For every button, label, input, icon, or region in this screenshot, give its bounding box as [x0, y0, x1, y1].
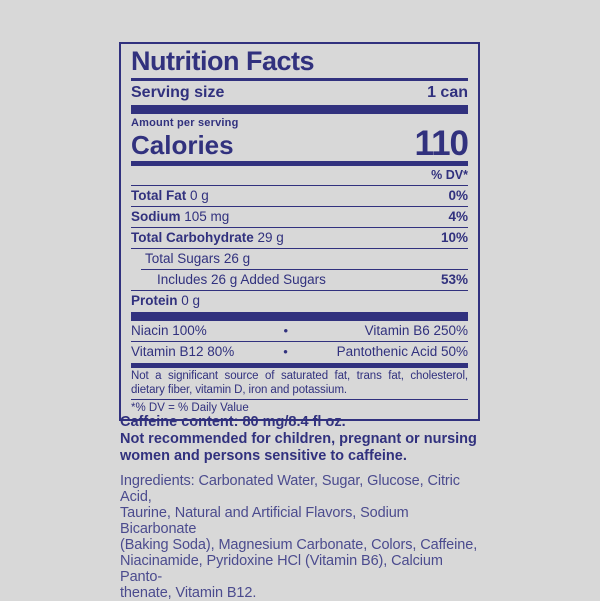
nutrient-name: Includes 26 g Added Sugars	[157, 272, 326, 287]
ingredients-line: Taurine, Natural and Artificial Flavors,…	[120, 505, 409, 537]
ingredients-line: thenate, Vitamin B12.	[120, 585, 257, 601]
amount-per-serving-label: Amount per serving	[131, 117, 239, 129]
not-significant-source-note: Not a significant source of saturated fa…	[131, 370, 468, 396]
calories-row: Calories 110	[131, 124, 469, 163]
ingredients-line: (Baking Soda), Magnesium Carbonate, Colo…	[120, 537, 478, 553]
nutrient-row-total-sugars: Total Sugars 26 g	[131, 249, 468, 269]
caffeine-statement: Caffeine content: 80 mg/8.4 fl oz. Not r…	[120, 414, 482, 465]
nutrient-name: Protein	[131, 293, 178, 308]
divider-hairline	[131, 290, 468, 291]
divider-medium	[131, 363, 468, 368]
serving-size-label: Serving size	[131, 84, 225, 101]
divider-hairline	[131, 399, 468, 400]
nutrient-dv: 53%	[440, 272, 468, 287]
divider-hairline	[141, 269, 468, 270]
ingredients-line: Ingredients: Carbonated Water, Sugar, Gl…	[120, 473, 460, 505]
divider-hairline	[131, 206, 468, 207]
nutrient-amount: 29 g	[257, 230, 284, 245]
nutrient-row-total-fat: Total Fat 0 g 0%	[131, 186, 468, 206]
calories-value: 110	[414, 124, 469, 163]
nutrient-name: Total Sugars	[145, 251, 221, 266]
vitamin-row-2: Vitamin B12 80% • Pantothenic Acid 50%	[131, 342, 468, 362]
divider-hairline	[131, 227, 468, 228]
nutrition-facts-panel: Nutrition Facts Serving size 1 can Amoun…	[119, 42, 480, 421]
nutrient-amount: 105 mg	[184, 209, 230, 224]
vitamin-right: Pantothenic Acid 50%	[336, 344, 468, 359]
nutrient-row-added-sugars: Includes 26 g Added Sugars 53%	[131, 270, 468, 290]
caffeine-line: women and persons sensitive to caffeine.	[120, 448, 407, 464]
divider-thick	[131, 105, 468, 114]
serving-size-row: Serving size 1 can	[131, 81, 468, 105]
daily-value-header: % DV*	[431, 168, 468, 182]
bullet-separator: •	[283, 323, 289, 338]
caffeine-line: Not recommended for children, pregnant o…	[120, 431, 477, 447]
caffeine-line: Caffeine content: 80 mg/8.4 fl oz.	[120, 414, 346, 430]
nutrient-name: Sodium	[131, 209, 181, 224]
vitamin-left: Vitamin B12 80%	[131, 344, 235, 359]
nutrient-dv: 10%	[440, 230, 468, 245]
ingredients-list: Ingredients: Carbonated Water, Sugar, Gl…	[120, 473, 482, 601]
nutrient-amount: 0 g	[181, 293, 201, 308]
divider-hairline	[131, 248, 468, 249]
nutrient-dv: 0%	[448, 188, 468, 203]
nutrition-facts-title: Nutrition Facts	[131, 46, 315, 76]
divider-hairline	[131, 185, 468, 186]
nutrient-amount: 26 g	[223, 251, 251, 266]
divider-thick	[131, 312, 468, 321]
ingredients-line: Niacinamide, Pyridoxine HCl (Vitamin B6)…	[120, 553, 443, 585]
nutrient-row-sodium: Sodium 105 mg 4%	[131, 207, 468, 227]
divider-hairline	[131, 341, 468, 342]
serving-size-value: 1 can	[427, 84, 468, 101]
nutrient-dv: 4%	[448, 209, 468, 224]
nutrient-amount: 0 g	[190, 188, 209, 203]
nutrient-name: Total Carbohydrate	[131, 230, 254, 245]
divider-medium	[131, 161, 468, 166]
nutrient-name: Total Fat	[131, 188, 187, 203]
vitamin-row-1: Niacin 100% • Vitamin B6 250%	[131, 321, 468, 341]
below-label-text: Caffeine content: 80 mg/8.4 fl oz. Not r…	[120, 414, 482, 601]
calories-label: Calories	[131, 130, 234, 160]
divider-medium	[131, 78, 468, 81]
daily-value-footnote: *% DV = % Daily Value	[131, 402, 249, 414]
bullet-separator: •	[283, 344, 288, 359]
nutrient-row-total-carbohydrate: Total Carbohydrate 29 g 10%	[131, 228, 468, 248]
nutrient-row-protein: Protein 0 g	[131, 291, 468, 311]
vitamin-left: Niacin 100%	[131, 323, 207, 338]
vitamin-right: Vitamin B6 250%	[364, 323, 468, 338]
